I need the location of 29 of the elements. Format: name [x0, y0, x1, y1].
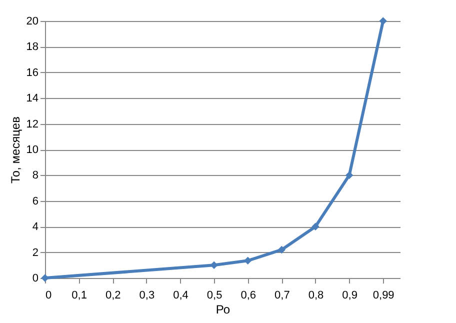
x-tick-label: 0,7 — [274, 290, 290, 302]
x-tick-label: 0 — [46, 290, 52, 302]
point — [312, 222, 320, 230]
y-tick-label: 18 — [26, 41, 38, 54]
y-tick-label: 8 — [32, 170, 38, 182]
x-tick-label: 0,2 — [105, 290, 121, 302]
y-tick-label: 6 — [32, 195, 38, 208]
x-tick-label: 0,9 — [342, 290, 358, 302]
x-tick-label: 0,6 — [240, 290, 256, 302]
y-tick-label: 0 — [32, 272, 38, 284]
y-tick-label: 10 — [26, 144, 38, 156]
point — [278, 246, 286, 254]
y-tick-label: 16 — [26, 66, 38, 79]
y-axis-title: То, месяцев — [8, 116, 22, 184]
x-tick-label: 0,99 — [372, 290, 394, 302]
point — [210, 261, 218, 270]
y-tick-label: 4 — [32, 221, 38, 234]
x-tick-label: 0,4 — [173, 290, 188, 302]
y-tick-label: 12 — [26, 118, 38, 130]
point — [345, 171, 354, 180]
x-axis-title: Ро — [216, 302, 230, 316]
y-tick-label: 14 — [26, 92, 38, 105]
x-tick-label: 0,8 — [308, 290, 324, 302]
y-tick-label: 20 — [26, 16, 38, 28]
point — [379, 17, 387, 25]
x-tick-label: 0,3 — [139, 290, 155, 302]
x-tick-label: 0,5 — [206, 290, 222, 302]
x-tick-label: 0,1 — [72, 290, 87, 302]
y-tick-label: 2 — [32, 246, 38, 259]
